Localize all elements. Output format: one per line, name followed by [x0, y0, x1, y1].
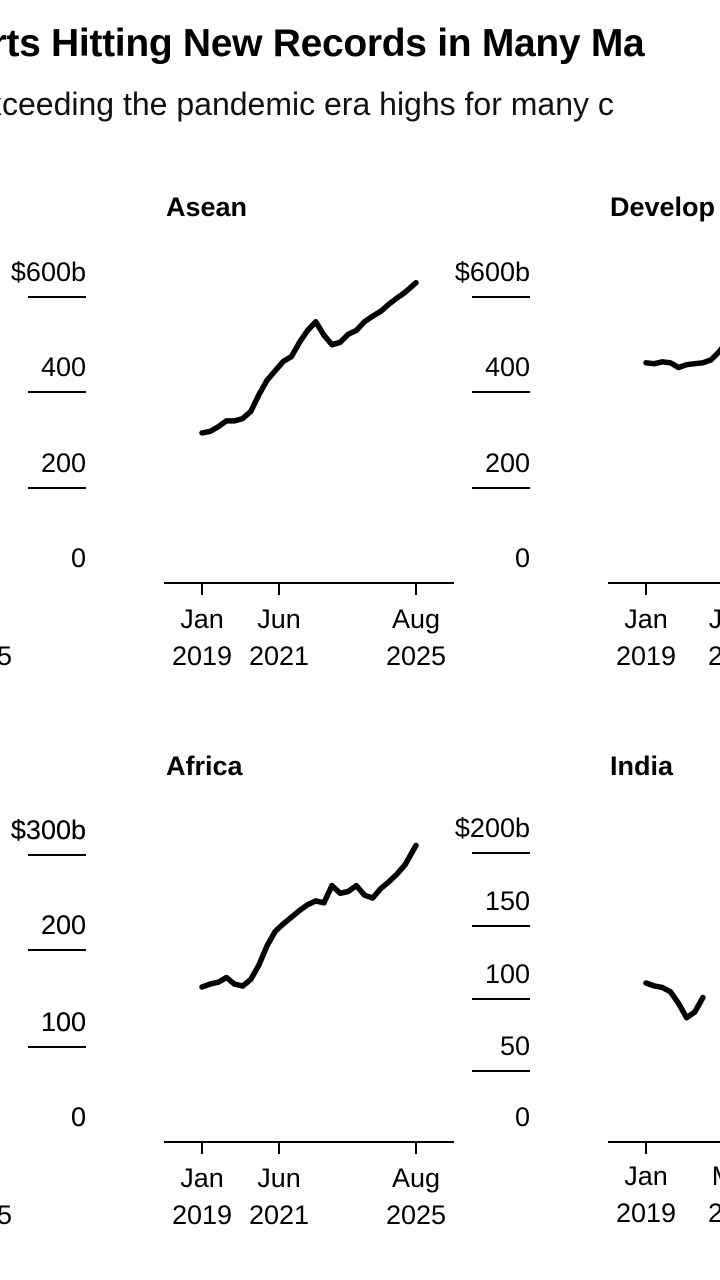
x-tick-label-4-0-bottom: 2019 [172, 1200, 232, 1230]
y-tick-label-1-0: 0 [71, 543, 86, 573]
y-tick-label-3-2: 200 [41, 910, 86, 940]
y-tick-label-4-1: 100 [41, 1007, 86, 1037]
series-line-1 [199, 279, 419, 436]
page-title: orts Hitting New Records in Many Ma [0, 22, 645, 65]
x-tick-label-4-2-top: Aug [392, 1163, 440, 1193]
x-tick-label-1-1-bottom: 2021 [249, 641, 309, 671]
chart-title-india: India [610, 751, 674, 781]
x-tick-label-5-0-bottom: 2019 [616, 1198, 676, 1228]
y-tick-label-2-2: 400 [485, 352, 530, 382]
x-tick-label-2-1-bottom: 20 [708, 641, 720, 671]
x-tick-label-1-1-top: Jun [257, 604, 301, 634]
y-tick-label-4-2: 200 [41, 910, 86, 940]
y-tick-label-5-0: 0 [515, 1102, 530, 1132]
x-tick-label-5-1-top: M [712, 1161, 720, 1191]
x-tick-label-4-1-top: Jun [257, 1163, 301, 1193]
y-tick-label-3-3: $300b [11, 815, 86, 845]
y-tick-label-5-3: 150 [485, 886, 530, 916]
x-tick-label-4-1-bottom: 2021 [249, 1200, 309, 1230]
y-tick-label-5-1: 50 [500, 1031, 530, 1061]
series-line-5 [643, 980, 706, 1021]
page-subtitle: xceeding the pandemic era highs for many… [0, 86, 614, 122]
x-tick-fragment-0: 5 [0, 641, 12, 671]
y-tick-label-2-1: 200 [485, 448, 530, 478]
y-tick-label-2-3: $600b [455, 257, 530, 287]
x-tick-label-4-2-bottom: 2025 [386, 1200, 446, 1230]
x-tick-label-2-1-top: Ju [709, 604, 720, 634]
x-tick-label-5-0-top: Jan [624, 1161, 668, 1191]
y-tick-label-5-2: 100 [485, 959, 530, 989]
x-tick-label-1-2-top: Aug [392, 604, 440, 634]
series-line-2 [643, 346, 720, 371]
y-tick-label-3-1: 100 [41, 1007, 86, 1037]
y-tick-label-4-0: 0 [71, 1102, 86, 1132]
x-tick-label-2-0-bottom: 2019 [616, 641, 676, 671]
chart-title-asean: Asean [166, 192, 248, 222]
y-tick-label-3-0: 0 [71, 1102, 86, 1132]
x-tick-label-5-1-bottom: 20 [708, 1198, 720, 1228]
x-tick-label-4-0-top: Jan [180, 1163, 224, 1193]
y-tick-label-1-1: 200 [41, 448, 86, 478]
y-tick-label-5-4: $200b [455, 813, 530, 843]
x-tick-label-1-0-top: Jan [180, 604, 224, 634]
y-tick-label-4-3: $300b [11, 815, 86, 845]
chart-title-africa: Africa [166, 751, 243, 781]
y-tick-label-1-3: $600b [11, 257, 86, 287]
y-tick-label-2-0: 0 [515, 543, 530, 573]
series-line-4 [199, 842, 419, 990]
x-tick-label-2-0-top: Jan [624, 604, 668, 634]
x-tick-fragment-3: 5 [0, 1200, 12, 1230]
chart-title-develop: Develop [610, 192, 716, 222]
x-tick-label-1-0-bottom: 2019 [172, 641, 232, 671]
x-tick-label-1-2-bottom: 2025 [386, 641, 446, 671]
y-tick-label-1-2: 400 [41, 352, 86, 382]
